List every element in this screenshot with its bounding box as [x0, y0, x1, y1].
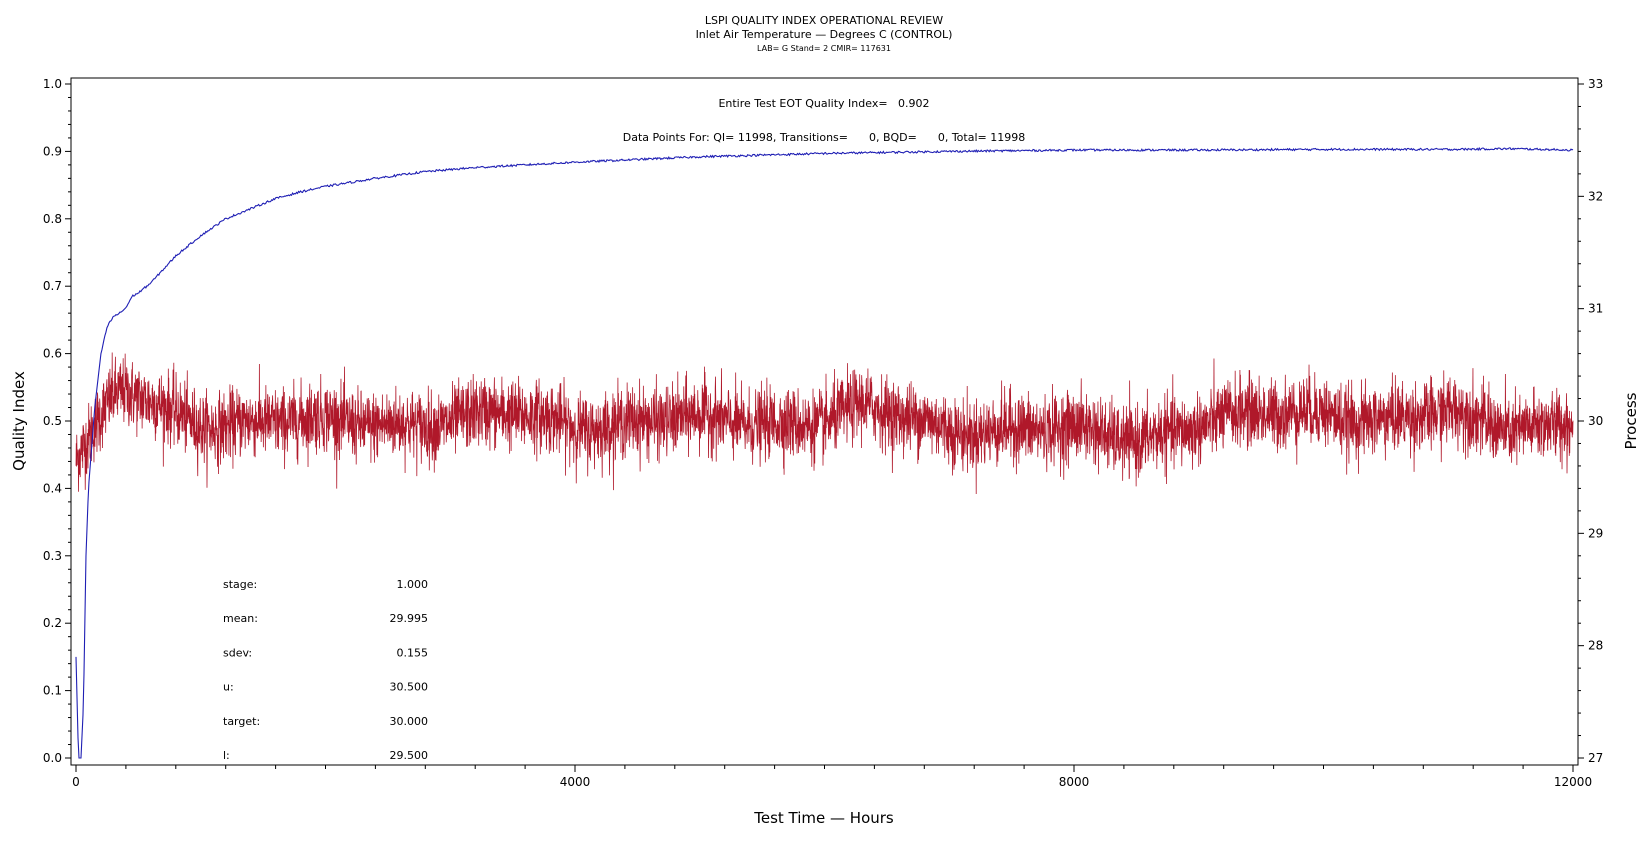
y-tick-label: 0.8: [43, 212, 62, 226]
y-tick-label: 0.9: [43, 144, 62, 158]
y-tick-label: 0.5: [43, 414, 62, 428]
data-points-annotation: Data Points For: QI= 11998, Transitions=…: [623, 131, 1025, 144]
y-tick-label: 0.3: [43, 549, 62, 563]
stat-value: 1.000: [397, 578, 429, 591]
stat-label: target:: [223, 715, 260, 728]
stat-label: sdev:: [223, 646, 252, 659]
y-axis-label: Quality Index: [10, 371, 28, 471]
x-tick-label: 8000: [1059, 775, 1090, 789]
y2-tick-label: 32: [1588, 189, 1603, 203]
y-tick-label: 0.7: [43, 279, 62, 293]
series-layer: [75, 146, 1574, 759]
y2-tick-label: 28: [1588, 639, 1603, 653]
y2-tick-label: 31: [1588, 302, 1603, 316]
chart-subtitle-lab: LAB= G Stand= 2 CMIR= 117631: [757, 44, 891, 53]
stat-label: stage:: [223, 578, 257, 591]
y2-tick-label: 29: [1588, 526, 1603, 540]
y-tick-label: 0.2: [43, 616, 62, 630]
y-tick-label: 0.0: [43, 751, 62, 765]
stats-block: stage: 1.000 mean: 29.995 sdev: 0.155 u: 30.500…: [223, 578, 428, 762]
y-tick-label: 0.6: [43, 347, 62, 361]
y2-tick-label: 33: [1588, 77, 1603, 91]
y-tick-label: 1.0: [43, 77, 62, 91]
x-tick-label: 0: [72, 775, 80, 789]
y2-axis-label: Process: [1622, 392, 1640, 449]
y2-tick-label: 30: [1588, 414, 1603, 428]
y2-tick-label: 27: [1588, 751, 1603, 765]
stat-label: u:: [223, 681, 234, 694]
quality-index-series-line: [75, 146, 1574, 759]
stat-value: 29.500: [390, 749, 429, 762]
x-axis-label: Test Time — Hours: [753, 809, 894, 827]
x-tick-label: 4000: [560, 775, 591, 789]
stat-label: l:: [223, 749, 230, 762]
stat-value: 30.000: [390, 715, 429, 728]
stat-value: 29.995: [390, 612, 429, 625]
process-series-line: [75, 352, 1574, 494]
stat-value: 30.500: [390, 681, 429, 694]
stat-value: 0.155: [397, 646, 429, 659]
x-tick-label: 12000: [1554, 775, 1592, 789]
y-tick-label: 0.1: [43, 684, 62, 698]
eot-quality-index-annotation: Entire Test EOT Quality Index= 0.902: [718, 97, 929, 110]
chart-title: LSPI QUALITY INDEX OPERATIONAL REVIEW: [705, 14, 943, 27]
axis-ticks: 0.0 0.1 0.2 0.3 0.4 0.5 0.6 0.7 0.8 0.9 1.0 27 28 29 3…: [43, 77, 1603, 789]
y-tick-label: 0.4: [43, 481, 62, 495]
chart-subtitle: Inlet Air Temperature — Degrees C (CONTR…: [696, 28, 953, 41]
stat-label: mean:: [223, 612, 258, 625]
